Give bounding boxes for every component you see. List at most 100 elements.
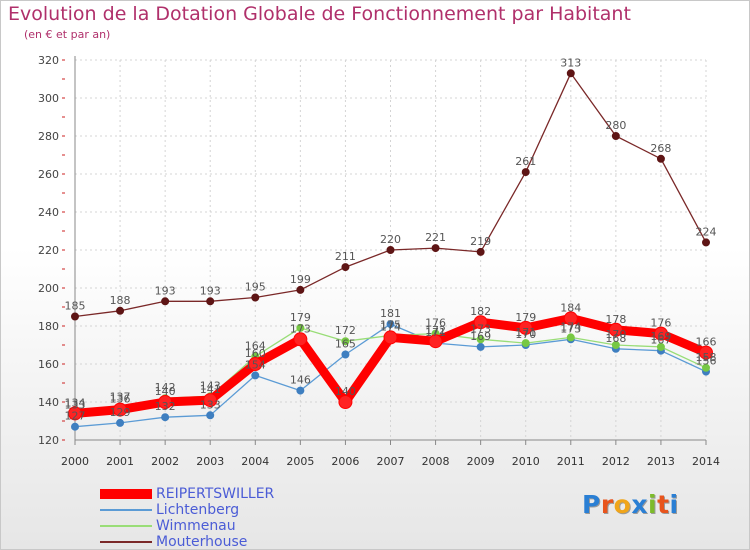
data-label-mouterhouse: 280 — [605, 119, 626, 132]
x-tick-label: 2001 — [106, 455, 134, 468]
x-tick-label: 2000 — [61, 455, 89, 468]
data-label-lichtenberg: 173 — [560, 322, 581, 335]
data-label-lichtenberg: 127 — [65, 410, 86, 423]
data-point-lichtenberg — [71, 422, 79, 431]
data-label-wimmenau: 176 — [425, 317, 446, 330]
logo-letter: x — [631, 490, 648, 519]
data-point-wimmenau — [341, 337, 350, 346]
data-label-wimmenau: 137 — [110, 391, 131, 404]
data-label-reipertswiller: 176 — [650, 317, 671, 330]
data-label-wimmenau: 142 — [155, 381, 176, 394]
y-tick-label: 140 — [38, 396, 59, 409]
x-tick-label: 2006 — [331, 455, 359, 468]
data-point-mouterhouse — [476, 247, 485, 256]
data-point-mouterhouse — [251, 293, 260, 302]
data-point-wimmenau — [476, 335, 485, 344]
logo-letter: i — [669, 490, 679, 519]
data-point-reipertswiller — [653, 326, 668, 341]
data-point-wimmenau — [566, 333, 575, 342]
data-point-wimmenau — [702, 363, 710, 372]
y-tick-label: 160 — [38, 358, 59, 371]
data-point-mouterhouse — [656, 154, 665, 163]
data-label-lichtenberg: 171 — [425, 326, 446, 339]
y-tick-label: 220 — [38, 244, 59, 257]
data-point-reipertswiller — [338, 395, 353, 409]
data-label-reipertswiller: 179 — [515, 311, 536, 324]
data-label-wimmenau: 164 — [245, 339, 266, 352]
y-tick-label: 200 — [38, 282, 59, 295]
data-label-reipertswiller: 166 — [696, 336, 717, 349]
y-tick-label: 180 — [38, 320, 59, 333]
data-label-mouterhouse: 261 — [515, 155, 536, 168]
data-point-mouterhouse — [566, 69, 575, 78]
data-label-reipertswiller: 178 — [605, 313, 626, 326]
data-label-reipertswiller: 141 — [200, 383, 221, 396]
data-label-wimmenau: 179 — [290, 311, 311, 324]
legend-swatch-reipertswiller — [100, 489, 152, 499]
logo-letter: o — [613, 490, 632, 519]
legend-label-reipertswiller: REIPERTSWILLER — [156, 486, 275, 502]
data-label-reipertswiller: 184 — [560, 301, 581, 314]
data-point-lichtenberg — [206, 411, 215, 420]
data-label-mouterhouse: 221 — [425, 231, 446, 244]
y-tick-label: 120 — [38, 434, 59, 447]
data-label-reipertswiller: 172 — [425, 324, 446, 337]
data-point-reipertswiller — [293, 332, 308, 347]
data-label-reipertswiller: 140 — [155, 385, 176, 398]
data-label-wimmenau: 173 — [470, 322, 491, 335]
data-label-mouterhouse: 193 — [155, 284, 176, 297]
data-point-reipertswiller — [518, 320, 533, 335]
x-tick-label: 2012 — [602, 455, 630, 468]
data-point-lichtenberg — [341, 350, 350, 359]
logo-letter: P — [582, 490, 601, 519]
data-label-mouterhouse: 313 — [560, 56, 581, 69]
data-point-lichtenberg — [296, 386, 305, 395]
x-tick-label: 2011 — [557, 455, 585, 468]
legend-swatch-wimmenau — [100, 525, 152, 527]
data-point-reipertswiller — [203, 393, 218, 408]
data-point-wimmenau — [521, 339, 530, 348]
x-tick-label: 2004 — [241, 455, 269, 468]
x-tick-label: 2002 — [151, 455, 179, 468]
data-label-lichtenberg: 132 — [155, 400, 176, 413]
data-point-reipertswiller — [158, 395, 173, 409]
data-point-mouterhouse — [71, 312, 79, 321]
x-tick-label: 2007 — [377, 455, 405, 468]
data-label-lichtenberg: 129 — [110, 406, 131, 419]
data-label-wimmenau: 158 — [696, 351, 717, 364]
data-label-mouterhouse: 193 — [200, 284, 221, 297]
data-point-reipertswiller — [699, 345, 713, 360]
logo-letter: i — [648, 490, 658, 519]
y-tick-label: 320 — [38, 54, 59, 67]
data-point-mouterhouse — [341, 263, 350, 272]
data-point-mouterhouse — [116, 306, 125, 315]
data-point-lichtenberg — [476, 342, 485, 351]
legend-label-lichtenberg: Lichtenberg — [156, 502, 240, 518]
data-point-mouterhouse — [386, 246, 395, 254]
data-label-reipertswiller: 140 — [335, 385, 356, 398]
legend-label-wimmenau: Wimmenau — [156, 518, 236, 534]
y-tick-label: 260 — [38, 168, 59, 181]
data-label-mouterhouse: 268 — [650, 142, 671, 155]
chart-subtitle: (en € et par an) — [24, 28, 111, 41]
data-label-mouterhouse: 199 — [290, 273, 311, 286]
data-point-wimmenau — [611, 341, 620, 349]
data-point-reipertswiller — [608, 322, 623, 337]
data-point-reipertswiller — [428, 334, 443, 349]
data-label-wimmenau: 143 — [200, 379, 221, 392]
x-tick-label: 2005 — [286, 455, 314, 468]
chart-title: Evolution de la Dotation Globale de Fonc… — [8, 3, 631, 25]
data-point-mouterhouse — [521, 168, 530, 177]
data-label-wimmenau: 170 — [605, 328, 626, 341]
data-point-lichtenberg — [251, 371, 260, 380]
data-point-reipertswiller — [68, 406, 82, 421]
data-label-mouterhouse: 188 — [110, 294, 131, 307]
data-label-lichtenberg: 181 — [380, 307, 401, 320]
proxiti-logo: Proxiti — [582, 490, 679, 519]
data-label-lichtenberg: 169 — [470, 330, 491, 343]
data-label-lichtenberg: 133 — [200, 398, 221, 411]
data-point-reipertswiller — [113, 402, 128, 417]
data-label-mouterhouse: 185 — [65, 300, 86, 313]
